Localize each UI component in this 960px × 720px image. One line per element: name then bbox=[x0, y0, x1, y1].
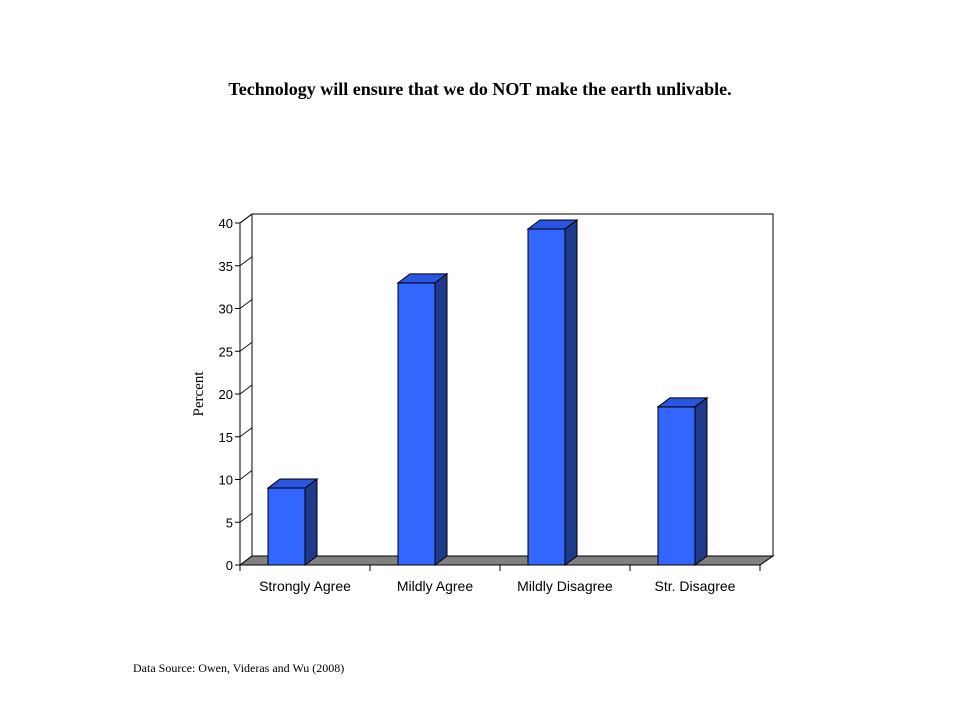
bar-top bbox=[656, 397, 709, 408]
y-axis-title: Percent bbox=[191, 371, 207, 417]
y-tick-label: 10 bbox=[219, 473, 233, 488]
y-tick-depth bbox=[239, 427, 253, 438]
bars bbox=[266, 218, 709, 566]
x-tick-label: Str. Disagree bbox=[655, 578, 736, 594]
y-tick-depth bbox=[239, 384, 253, 395]
y-tick-label: 30 bbox=[219, 302, 233, 317]
x-tick-label: Strongly Agree bbox=[259, 578, 351, 594]
bar-side bbox=[434, 272, 448, 566]
bar-top bbox=[266, 478, 319, 489]
y-tick-label: 35 bbox=[219, 259, 233, 274]
bar bbox=[266, 478, 319, 566]
chart-title: Technology will ensure that we do NOT ma… bbox=[228, 79, 732, 99]
bar-front bbox=[657, 406, 696, 566]
y-tick-depth bbox=[239, 470, 253, 480]
y-tick-depth bbox=[239, 555, 253, 566]
x-tick-label: Mildly Agree bbox=[397, 578, 473, 594]
bar-top bbox=[526, 219, 579, 230]
y-tick-depth bbox=[239, 512, 253, 523]
y-axis: 0 5 10 15 20 25 30 35 40 bbox=[219, 213, 253, 573]
y-tick-label: 20 bbox=[219, 387, 233, 402]
x-tick-label: Mildly Disagree bbox=[517, 578, 613, 594]
bar bbox=[526, 218, 579, 566]
y-tick-depth bbox=[239, 213, 253, 224]
bar bbox=[396, 272, 449, 566]
bar-top bbox=[396, 273, 449, 284]
bar-front bbox=[527, 228, 566, 566]
bar-side bbox=[694, 396, 708, 566]
bar-side bbox=[304, 478, 318, 566]
bar-front bbox=[267, 487, 306, 566]
y-tick-label: 5 bbox=[226, 515, 233, 530]
y-tick-depth bbox=[239, 256, 253, 267]
y-tick-depth bbox=[239, 299, 253, 309]
y-tick-label: 15 bbox=[219, 430, 233, 445]
bar-front bbox=[397, 282, 436, 566]
x-axis: Strongly Agree Mildly Agree Mildly Disagre… bbox=[239, 564, 761, 594]
y-tick-label: 0 bbox=[226, 558, 233, 573]
data-source-note: Data Source: Owen, Videras and Wu (2008) bbox=[133, 661, 345, 675]
y-tick-label: 40 bbox=[219, 216, 233, 231]
y-tick-label: 25 bbox=[219, 344, 233, 359]
bar-side bbox=[564, 218, 578, 566]
bar bbox=[656, 396, 709, 566]
y-tick-depth bbox=[239, 341, 253, 352]
